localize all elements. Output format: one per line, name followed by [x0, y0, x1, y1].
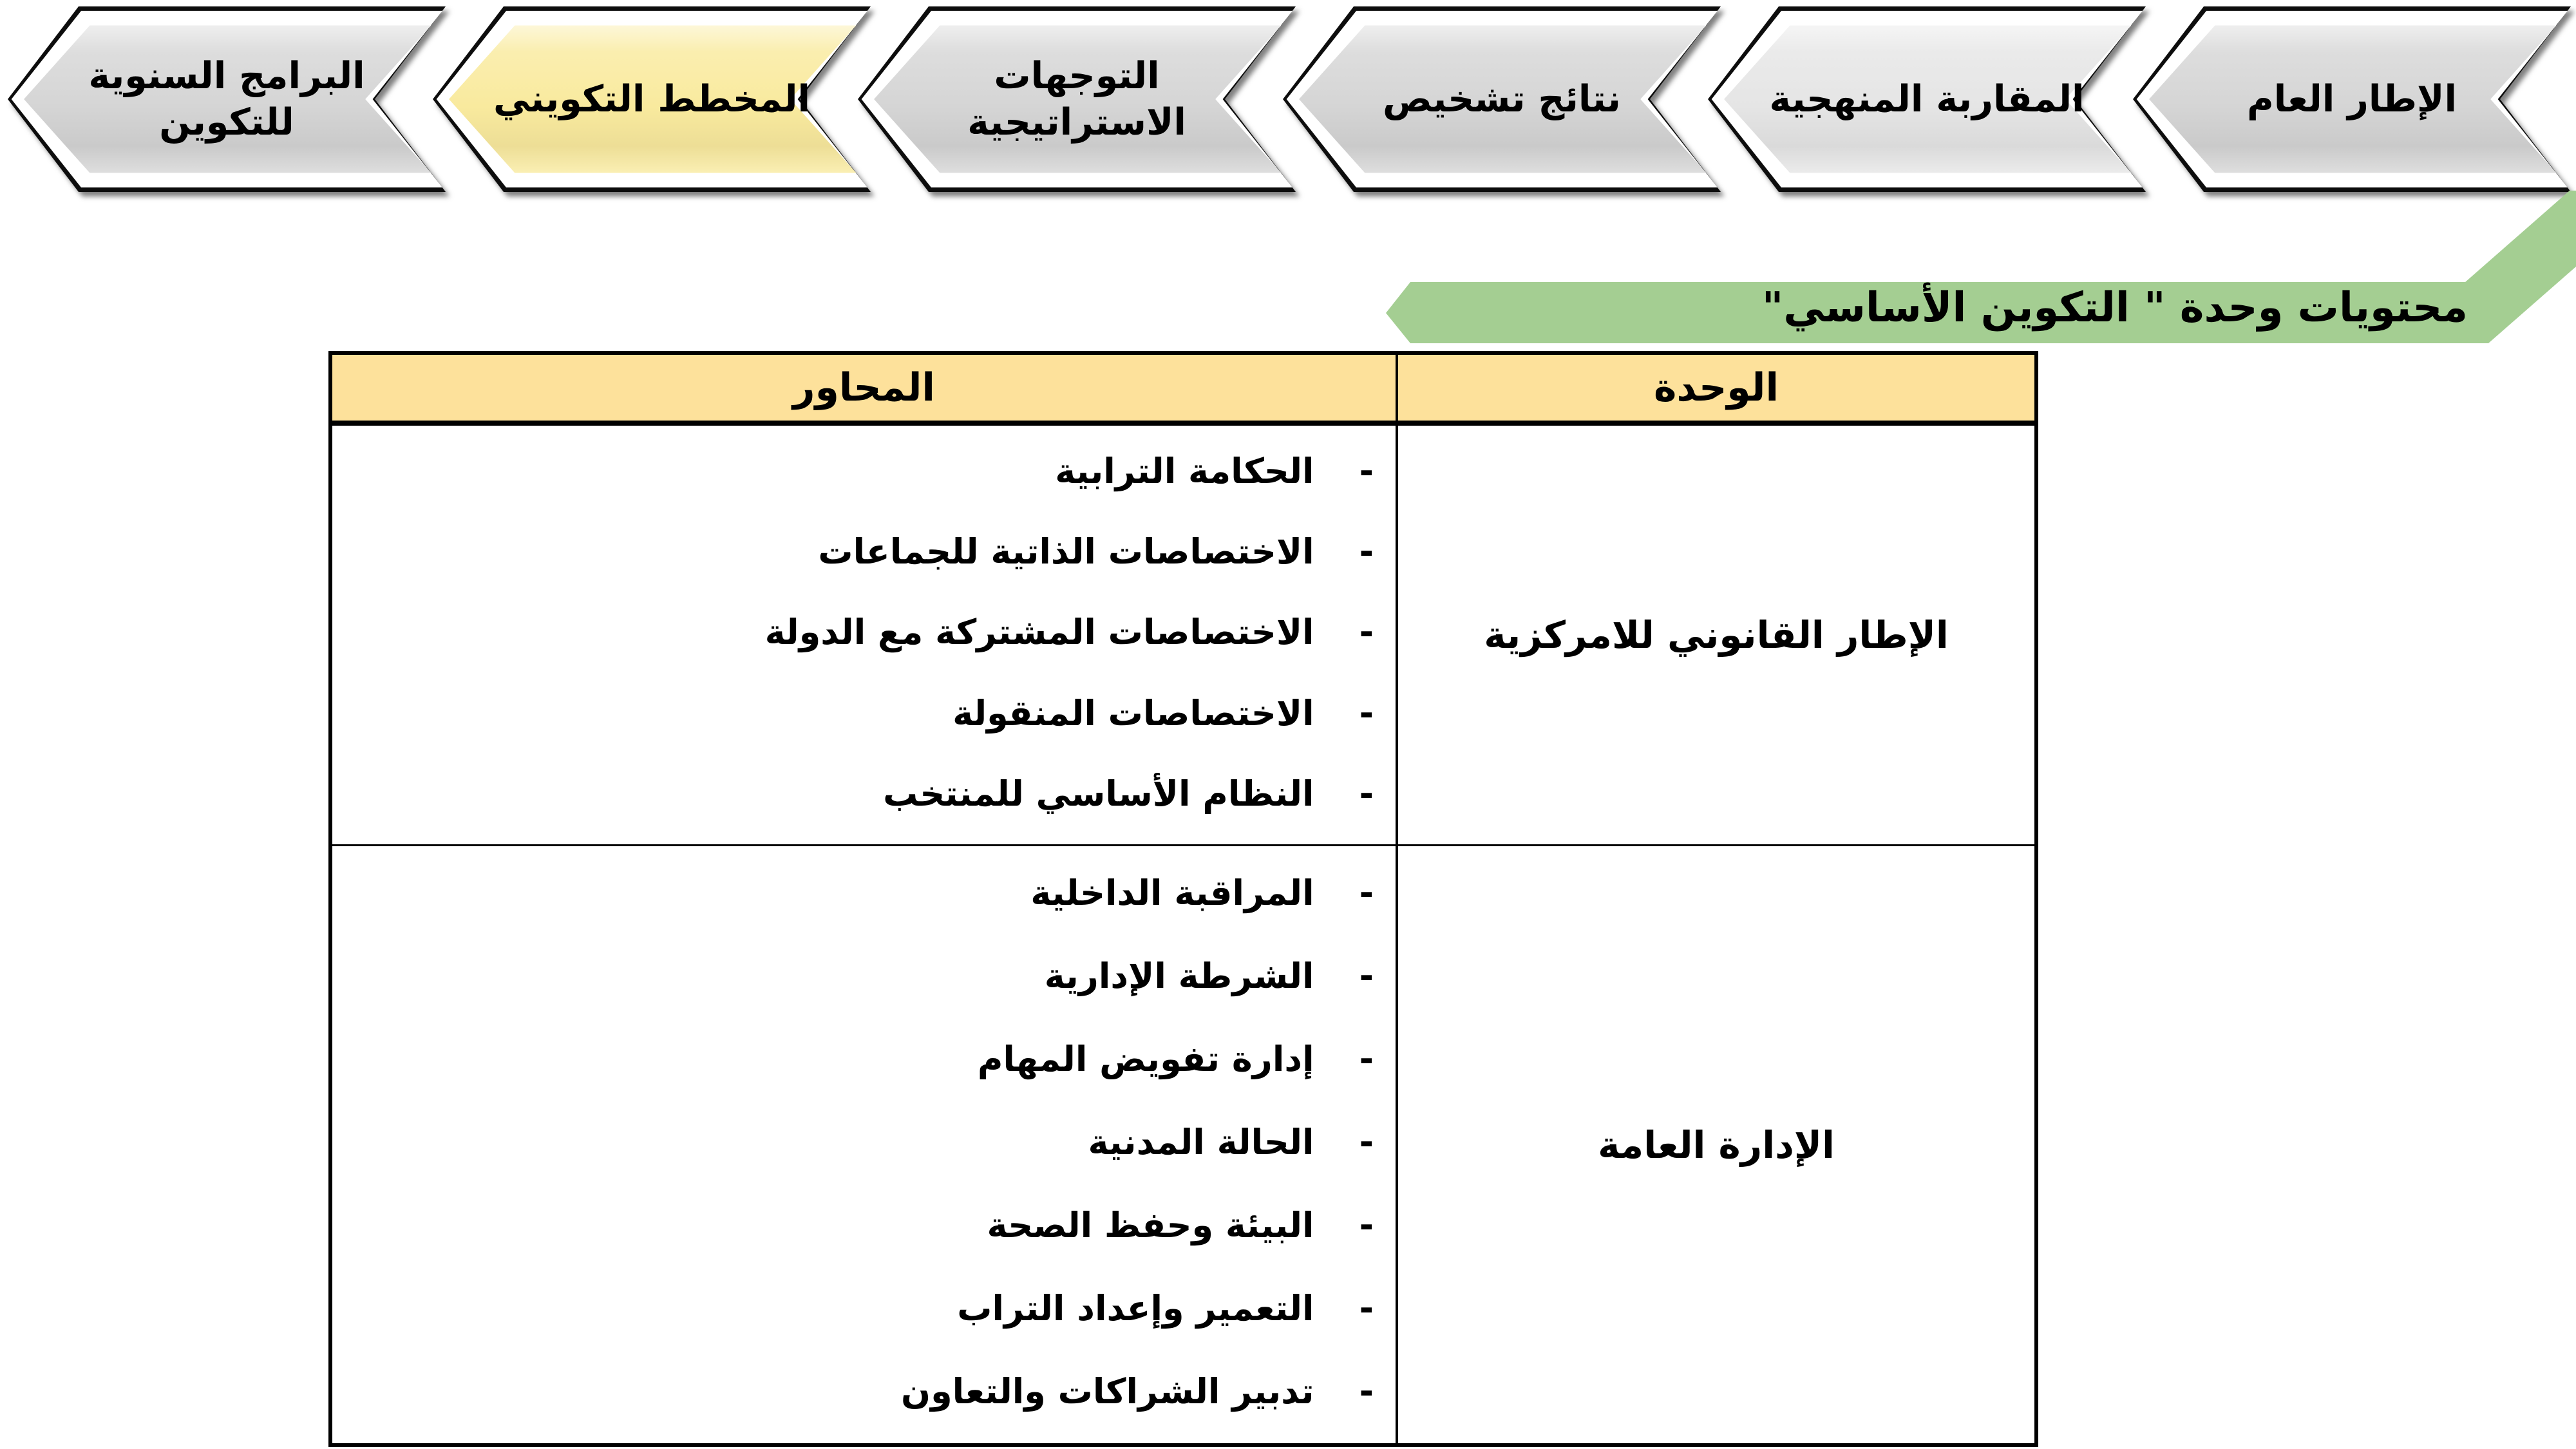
axis-item: - البيئة وحفظ الصحة [987, 1205, 1374, 1245]
axis-item: - النظام الأساسي للمنتخب [883, 773, 1374, 814]
process-chevrons [8, 6, 2576, 343]
axis-item-label: الاختصاصات المشتركة مع الدولة [764, 612, 1314, 653]
axis-item-label: الحالة المدنية [1088, 1122, 1314, 1162]
axis-item-label: الشرطة الإدارية [1044, 956, 1314, 996]
chevron-step-3 [1283, 6, 1721, 192]
unit-cell-row-2: الإدارة العامة [1598, 1122, 1835, 1167]
axis-item-label: تدبير الشراكات والتعاون [901, 1371, 1314, 1412]
axis-item-label: المراقبة الداخلية [1030, 873, 1314, 913]
axis-item: - الحالة المدنية [1088, 1122, 1374, 1162]
chevron-step-2 [1708, 6, 2146, 192]
bullet-dash: - [1359, 612, 1374, 653]
axis-item: - إدارة تفويض المهام [978, 1039, 1374, 1079]
bullet-dash: - [1359, 1288, 1374, 1329]
axis-item: - الحكامة الترابية [1055, 451, 1374, 491]
bullet-dash: - [1359, 1205, 1374, 1245]
axis-item-label: الاختصاصات المنقولة [952, 692, 1314, 734]
axis-item-label: إدارة تفويض المهام [977, 1039, 1314, 1079]
contents-banner-title: محتويات وحدة " التكوين الأساسي" [1761, 284, 2468, 332]
axis-item: - المراقبة الداخلية [1030, 873, 1374, 913]
axis-item-label: البيئة وحفظ الصحة [987, 1205, 1314, 1245]
bullet-dash: - [1359, 1039, 1374, 1079]
axis-item: - الاختصاصات الذاتية للجماعات [818, 531, 1374, 572]
bullet-dash: - [1359, 451, 1374, 492]
axis-item: - الاختصاصات المشتركة مع الدولة [765, 612, 1374, 652]
bullet-dash: - [1359, 873, 1374, 913]
axis-item: - الشرطة الإدارية [1045, 956, 1374, 996]
axis-item-label: التعمير وإعداد التراب [957, 1288, 1314, 1329]
bullet-dash: - [1359, 1122, 1374, 1162]
axis-item: - التعمير وإعداد التراب [957, 1288, 1374, 1329]
chevron-step-4 [858, 6, 1296, 192]
bullet-dash: - [1359, 1371, 1374, 1412]
axis-item-label: الاختصاصات الذاتية للجماعات [818, 531, 1314, 573]
axis-item: - تدبير الشراكات والتعاون [901, 1371, 1374, 1412]
axes-cell-row-2: - المراقبة الداخلية - الشرطة الإدارية - إدارة… [332, 846, 1398, 1443]
axes-cell-row-1: - الحكامة الترابية - الاختصاصات الذاتية للج… [332, 426, 1398, 846]
bullet-dash: - [1359, 531, 1374, 573]
bullet-dash: - [1359, 956, 1374, 996]
bullet-dash: - [1359, 692, 1374, 734]
chevron-step-6 [8, 6, 446, 192]
chevron-step-1 [2133, 6, 2571, 192]
unit-cell-row-1: الإطار القانوني للامركزية [1398, 426, 2034, 846]
axis-item: - الاختصاصات المنقولة [952, 693, 1374, 734]
axis-item-label: النظام الأساسي للمنتخب [883, 773, 1314, 814]
contents-banner-ribbon [1386, 191, 2576, 343]
axis-item-label: الحكامة الترابية [1055, 451, 1314, 492]
bullet-dash: - [1359, 773, 1374, 814]
table-header-unit: الوحدة [1398, 355, 2034, 426]
chevron-step-5-active [433, 6, 871, 192]
table-header-axes: المحاور [332, 355, 1398, 426]
contents-table: المحاور الوحدة - الحكامة الترابية - الاختصا… [328, 351, 2038, 1447]
